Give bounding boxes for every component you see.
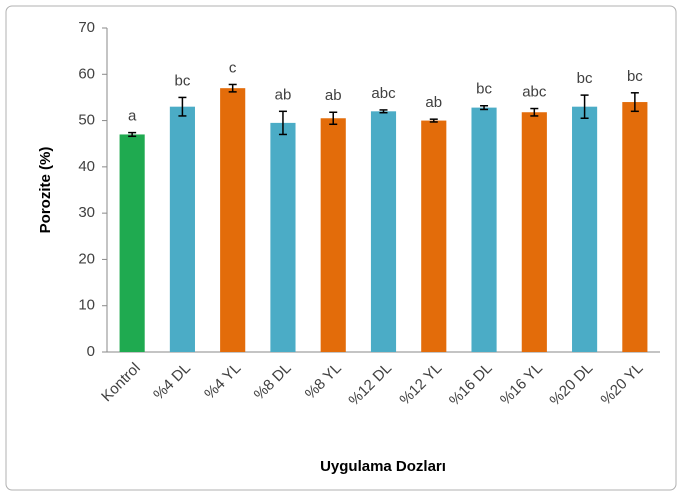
- error-bar: [580, 94, 589, 120]
- error-bar: [429, 118, 438, 123]
- bar: [572, 106, 598, 352]
- y-tick-label: 60: [78, 65, 95, 82]
- error-bar: [228, 83, 237, 93]
- error-bar: [128, 131, 137, 138]
- x-axis-title: Uygulama Dozları: [320, 458, 446, 475]
- annotation: c: [229, 59, 237, 76]
- bar: [320, 118, 346, 352]
- annotation: bc: [627, 68, 643, 85]
- bar: [521, 112, 547, 353]
- annotation: ab: [425, 94, 442, 111]
- y-tick-label: 70: [78, 19, 95, 36]
- error-bar: [178, 96, 187, 117]
- bar: [270, 122, 296, 352]
- bar: [471, 107, 497, 353]
- annotation: ab: [275, 86, 292, 103]
- error-bar: [278, 110, 287, 136]
- bar: [622, 102, 648, 352]
- y-tick-label: 40: [78, 158, 95, 175]
- annotation: abc: [522, 84, 547, 101]
- bar: [370, 111, 397, 352]
- annotation: bc: [174, 72, 190, 89]
- bar: [220, 88, 246, 353]
- annotation: bc: [577, 70, 593, 87]
- annotation: bc: [476, 81, 492, 98]
- y-tick-label: 0: [87, 343, 95, 360]
- y-tick-label: 10: [78, 297, 95, 314]
- bar: [119, 134, 145, 352]
- error-bar: [480, 105, 489, 111]
- error-bar: [630, 92, 639, 113]
- bar: [169, 106, 195, 352]
- annotation: ab: [325, 87, 342, 104]
- y-tick-label: 20: [78, 250, 95, 267]
- bar: [421, 120, 447, 352]
- y-tick-label: 30: [78, 204, 95, 221]
- y-axis-title: Porozite (%): [37, 147, 54, 234]
- error-bar: [379, 109, 388, 114]
- annotation: a: [128, 108, 137, 125]
- annotation: abc: [371, 85, 396, 102]
- error-bar: [530, 107, 539, 117]
- error-bar: [329, 111, 338, 126]
- y-tick-label: 50: [78, 112, 95, 129]
